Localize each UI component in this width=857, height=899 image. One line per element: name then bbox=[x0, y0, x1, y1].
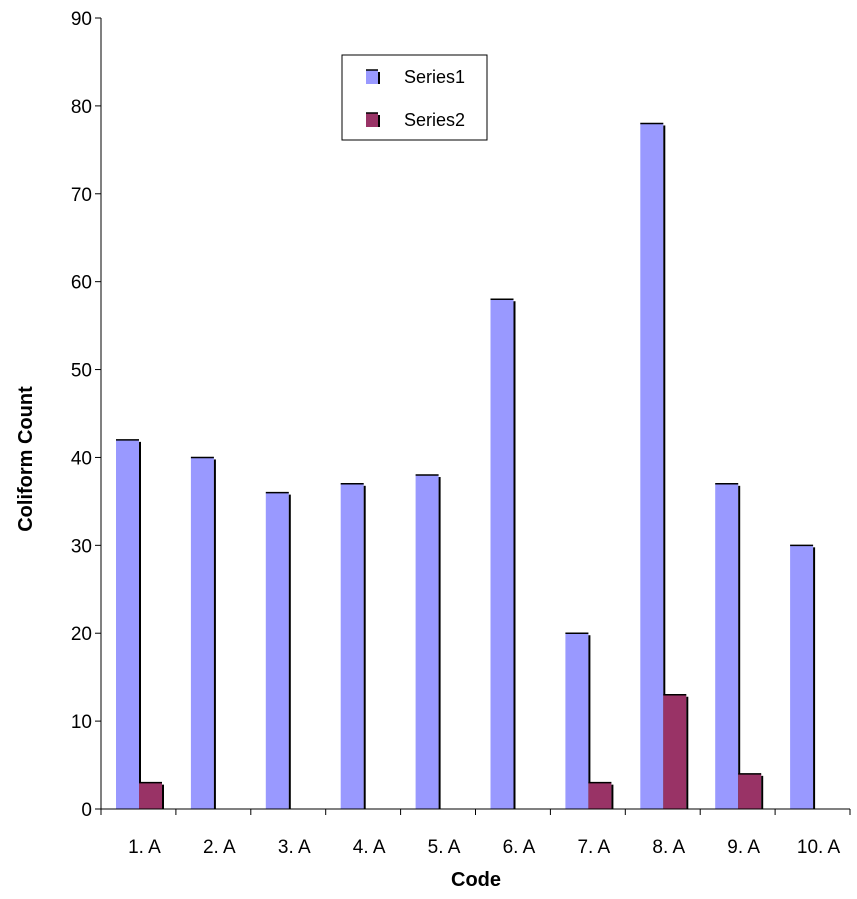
bar-fill bbox=[116, 439, 139, 809]
bar-fill bbox=[415, 475, 439, 809]
bar-series2-8 bbox=[663, 693, 689, 809]
y-tick-label: 40 bbox=[71, 448, 92, 469]
bar-shadow bbox=[611, 784, 614, 809]
x-tick-label: 9. A bbox=[727, 837, 760, 858]
y-tick-label: 50 bbox=[71, 361, 92, 382]
legend-label: Series2 bbox=[404, 110, 465, 130]
legend-swatch-shadow bbox=[378, 115, 380, 127]
bar-fill bbox=[738, 773, 762, 809]
x-axis-title: Code bbox=[451, 869, 501, 891]
bar-fill bbox=[139, 782, 162, 809]
bar-series1-10 bbox=[790, 544, 816, 809]
bar-series1-4 bbox=[340, 483, 366, 809]
bars-layer bbox=[116, 122, 816, 809]
x-tick-label: 1. A bbox=[128, 837, 161, 858]
bar-shadow bbox=[738, 485, 741, 809]
bar-fill bbox=[490, 299, 514, 809]
bar-fill bbox=[340, 483, 364, 809]
bar-shadow bbox=[162, 784, 164, 809]
bar-series1-1 bbox=[116, 439, 141, 809]
bar-shadow bbox=[588, 635, 591, 809]
x-tick-label: 6. A bbox=[503, 837, 536, 858]
y-tick-label: 90 bbox=[71, 9, 92, 30]
bar-series2-9 bbox=[738, 773, 764, 809]
x-tick-label: 5. A bbox=[428, 837, 461, 858]
bar-fill bbox=[565, 633, 589, 809]
x-tick-label: 2. A bbox=[203, 837, 236, 858]
bar-shadow bbox=[363, 485, 366, 809]
bar-shadow bbox=[513, 301, 516, 809]
bar-shadow bbox=[761, 775, 764, 809]
bar-shadow bbox=[139, 441, 141, 809]
bar-series1-5 bbox=[415, 474, 441, 809]
bar-shadow bbox=[438, 477, 441, 809]
x-tick-label: 7. A bbox=[577, 837, 610, 858]
bar-shadow bbox=[686, 696, 689, 809]
bar-shadow bbox=[813, 547, 816, 809]
bar-series1-3 bbox=[265, 491, 291, 809]
bar-fill bbox=[588, 782, 612, 809]
bar-shadow bbox=[663, 125, 666, 809]
bar-fill bbox=[640, 123, 664, 809]
bar-series2-1 bbox=[139, 781, 164, 809]
y-ticks: 0 10 20 30 40 50 60 70 80 90 bbox=[71, 9, 101, 821]
legend-label: Series1 bbox=[404, 67, 465, 87]
bar-fill bbox=[663, 694, 687, 809]
bar-shadow bbox=[213, 459, 216, 809]
x-tick-label: 8. A bbox=[652, 837, 685, 858]
bar-fill bbox=[265, 492, 289, 809]
bar-series1-9 bbox=[715, 483, 741, 809]
bar-series2-7 bbox=[588, 781, 614, 809]
legend: Series1 Series2 bbox=[341, 54, 488, 141]
y-tick-label: 0 bbox=[81, 800, 92, 821]
legend-item-series2: Series2 bbox=[366, 110, 465, 130]
x-tick-label: 4. A bbox=[353, 837, 386, 858]
y-tick-label: 30 bbox=[71, 536, 92, 557]
legend-swatch-shadow bbox=[378, 72, 380, 84]
legend-items: Series1 Series2 bbox=[366, 67, 465, 130]
x-tick-label: 3. A bbox=[278, 837, 311, 858]
x-ticks: 1. A 2. A 3. A 4. A 5. A 6. A 7. A 8. A 9. A 10. … bbox=[100, 809, 851, 858]
y-tick-label: 60 bbox=[71, 273, 92, 294]
bar-series1-7 bbox=[565, 632, 591, 809]
legend-swatch bbox=[366, 70, 378, 84]
legend-item-series1: Series1 bbox=[366, 67, 465, 87]
bar-series1-6 bbox=[490, 298, 516, 809]
bar-fill bbox=[715, 483, 739, 809]
x-tick-label: 10. A bbox=[797, 837, 841, 858]
bar-series1-2 bbox=[190, 456, 216, 809]
bar-series1-8 bbox=[640, 122, 666, 809]
y-tick-label: 70 bbox=[71, 185, 92, 206]
y-tick-label: 10 bbox=[71, 712, 92, 733]
y-tick-label: 80 bbox=[71, 97, 92, 118]
y-axis-title: Coliform Count bbox=[15, 386, 37, 532]
bar-fill bbox=[790, 545, 814, 809]
bar-shadow bbox=[288, 494, 291, 809]
y-tick-label: 20 bbox=[71, 624, 92, 645]
bar-fill bbox=[190, 457, 214, 809]
legend-swatch bbox=[366, 113, 378, 127]
